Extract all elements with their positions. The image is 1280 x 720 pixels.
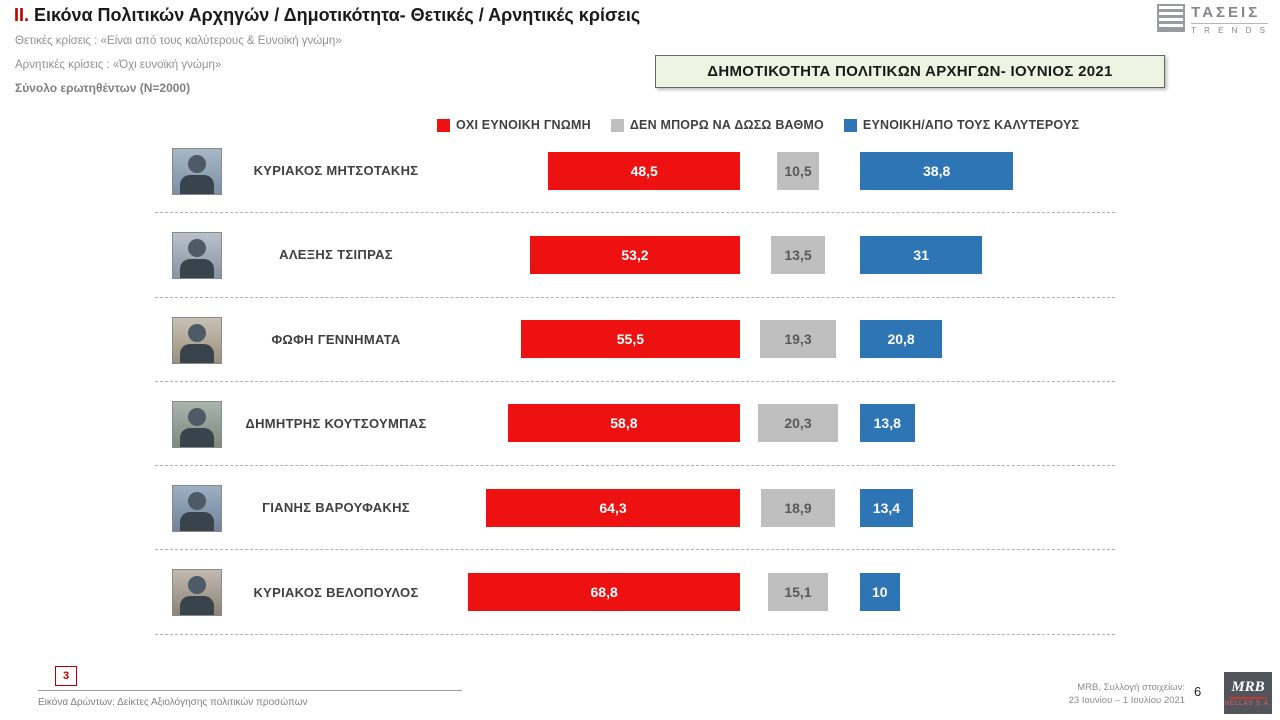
politician-photo: [172, 569, 222, 617]
bar-neutral-column: 18,9: [756, 488, 840, 527]
politician-photo: [172, 485, 222, 533]
section-number: II.: [14, 5, 30, 25]
bar-positive: 31: [860, 235, 983, 274]
taseis-logo-text: ΤΑΣΕΙΣ T R E N D S: [1191, 4, 1268, 35]
source-line1: MRB, Συλλογή στοιχείων:: [1077, 682, 1185, 693]
legend-swatch-neutral: [610, 118, 624, 132]
footer-divider: [38, 690, 462, 691]
legend-label-negative: ΟΧΙ ΕΥΝΟΙΚΗ ΓΝΩΜΗ: [456, 118, 591, 132]
bar-neutral: 19,3: [759, 320, 837, 359]
bar-neutral: 15,1: [768, 573, 828, 612]
legend-item-neutral: ΔΕΝ ΜΠΟΡΩ ΝΑ ΔΩΣΩ ΒΑΘΜΟ: [610, 118, 824, 132]
bar-value: 13,5: [784, 246, 812, 263]
bar-neutral: 18,9: [760, 488, 836, 527]
bar-value: 13,4: [872, 499, 901, 516]
legend-item-positive: ΕΥΝΟΙΚΗ/ΑΠΟ ΤΟΥΣ ΚΑΛΥΤΕΡΟΥΣ: [843, 118, 1080, 132]
bar-value: 10,5: [784, 162, 812, 179]
bar-value: 20,3: [784, 415, 812, 432]
bar-value: 38,8: [923, 162, 951, 179]
page-title: II. Εικόνα Πολιτικών Αρχηγών / Δημοτικότ…: [14, 5, 640, 26]
taseis-label: ΤΑΣΕΙΣ: [1191, 4, 1261, 21]
chart-row: ΚΥΡΙΑΚΟΣ ΒΕΛΟΠΟΥΛΟΣ 68,8 15,1 10: [155, 550, 1115, 635]
bar-value: 20,8: [887, 331, 915, 348]
bar-neutral: 13,5: [771, 235, 825, 274]
bar-value: 48,5: [630, 162, 658, 179]
politician-name: ΓΙΑΝΗΣ ΒΑΡΟΥΦΑΚΗΣ: [262, 500, 410, 516]
subtitle-positive: Θετικές κρίσεις : «Είναι από τους καλύτε…: [15, 35, 342, 47]
bar-positive: 10: [860, 573, 900, 612]
chart-title-box: ΔΗΜΟΤΙΚΟΤΗΤΑ ΠΟΛΙΤΙΚΩΝ ΑΡΧΗΓΩΝ- ΙΟΥΝΙΟΣ …: [655, 55, 1165, 88]
bar-negative: 68,8: [468, 573, 740, 612]
politician-name: ΔΗΜΗΤΡΗΣ ΚΟΥΤΣΟΥΜΠΑΣ: [245, 416, 427, 432]
chart-row: ΓΙΑΝΗΣ ΒΑΡΟΥΦΑΚΗΣ 64,3 18,9 13,4: [155, 466, 1115, 551]
mrb-logo: MRB HELLAS S.A.: [1224, 672, 1272, 714]
footer-note: Εικόνα Δρώντων: Δείκτες Αξιολόγησης πολι…: [38, 697, 308, 708]
bar-negative: 53,2: [529, 235, 740, 274]
bar-neutral-column: 10,5: [756, 151, 840, 190]
source-line2: 23 Ιουνίου – 1 Ιουλίου 2021: [1068, 695, 1185, 706]
subtitle-negative: Αρνητικές κρίσεις : «Όχι ευνοϊκή γνώμη»: [15, 59, 222, 71]
politician-name: ΚΥΡΙΑΚΟΣ ΜΗΤΣΟΤΑΚΗΣ: [253, 163, 419, 179]
mrb-logo-subtext: HELLAS S.A.: [1224, 701, 1272, 707]
bar-neutral-column: 15,1: [756, 573, 840, 612]
bar-value: 19,3: [784, 331, 812, 348]
mrb-logo-text: MRB: [1229, 679, 1267, 699]
politician-name: ΑΛΕΞΗΣ ΤΣΙΠΡΑΣ: [279, 247, 393, 263]
chart-row: ΦΩΦΗ ΓΕΝΝΗΜΑΤΑ 55,5 19,3 20,8: [155, 298, 1115, 382]
chart-row: ΚΥΡΙΑΚΟΣ ΜΗΤΣΟΤΑΚΗΣ 48,5 10,5 38,8: [155, 129, 1115, 214]
page-title-text: Εικόνα Πολιτικών Αρχηγών / Δημοτικότητα-…: [34, 5, 641, 25]
bar-neutral-column: 19,3: [756, 320, 840, 359]
chart-legend: ΟΧΙ ΕΥΝΟΙΚΗ ΓΝΩΜΗ ΔΕΝ ΜΠΟΡΩ ΝΑ ΔΩΣΩ ΒΑΘΜ…: [437, 118, 1079, 132]
chart-row: ΔΗΜΗΤΡΗΣ ΚΟΥΤΣΟΥΜΠΑΣ 58,8 20,3 13,8: [155, 382, 1115, 467]
bar-negative: 55,5: [520, 320, 740, 359]
politician-name: ΦΩΦΗ ΓΕΝΝΗΜΑΤΑ: [271, 331, 401, 347]
bar-positive: 38,8: [860, 151, 1014, 190]
chart-row: ΑΛΕΞΗΣ ΤΣΙΠΡΑΣ 53,2 13,5 31: [155, 213, 1115, 298]
politician-photo: [172, 148, 222, 195]
politician-name: ΚΥΡΙΑΚΟΣ ΒΕΛΟΠΟΥΛΟΣ: [253, 584, 419, 600]
bar-neutral: 10,5: [777, 151, 819, 190]
bar-value: 13,8: [873, 415, 901, 432]
bar-value: 18,9: [784, 499, 812, 516]
bar-negative: 64,3: [486, 488, 740, 527]
bar-neutral: 20,3: [757, 404, 839, 443]
bar-negative: 58,8: [507, 404, 740, 443]
bar-value: 10: [871, 584, 888, 601]
bar-value: 58,8: [610, 415, 638, 432]
bar-value: 68,8: [590, 584, 618, 601]
legend-label-positive: ΕΥΝΟΙΚΗ/ΑΠΟ ΤΟΥΣ ΚΑΛΥΤΕΡΟΥΣ: [862, 118, 1080, 132]
politician-photo: [172, 316, 222, 364]
bar-value: 64,3: [599, 499, 627, 516]
bar-positive: 13,8: [860, 404, 915, 443]
bar-positive: 20,8: [860, 320, 943, 359]
bar-value: 15,1: [784, 584, 812, 601]
bar-negative: 48,5: [548, 151, 740, 190]
source-note: MRB, Συλλογή στοιχείων: 23 Ιουνίου – 1 Ι…: [1069, 681, 1185, 707]
slide-number-box: 3: [55, 666, 77, 686]
politician-photo: [172, 400, 222, 448]
trends-label: T R E N D S: [1191, 23, 1268, 35]
taseis-trends-logo: ΤΑΣΕΙΣ T R E N D S: [1157, 4, 1268, 35]
taseis-logo-icon: [1157, 4, 1186, 32]
bar-value: 53,2: [621, 246, 649, 263]
bar-neutral-column: 13,5: [756, 235, 840, 274]
sample-size: Σύνολο ερωτηθέντων (N=2000): [15, 81, 191, 95]
legend-label-neutral: ΔΕΝ ΜΠΟΡΩ ΝΑ ΔΩΣΩ ΒΑΘΜΟ: [629, 118, 824, 132]
legend-swatch-negative: [437, 118, 450, 132]
legend-swatch-positive: [843, 118, 857, 132]
bar-neutral-column: 20,3: [756, 404, 840, 443]
bar-value: 31: [913, 246, 929, 263]
chart-rows: ΚΥΡΙΑΚΟΣ ΜΗΤΣΟΤΑΚΗΣ 48,5 10,5 38,8 ΑΛΕΞΗ…: [155, 129, 1115, 635]
legend-item-negative: ΟΧΙ ΕΥΝΟΙΚΗ ΓΝΩΜΗ: [437, 118, 591, 132]
politician-photo: [172, 232, 222, 280]
bar-positive: 13,4: [860, 488, 913, 527]
page-number: 6: [1194, 684, 1202, 699]
bar-value: 55,5: [616, 331, 645, 348]
